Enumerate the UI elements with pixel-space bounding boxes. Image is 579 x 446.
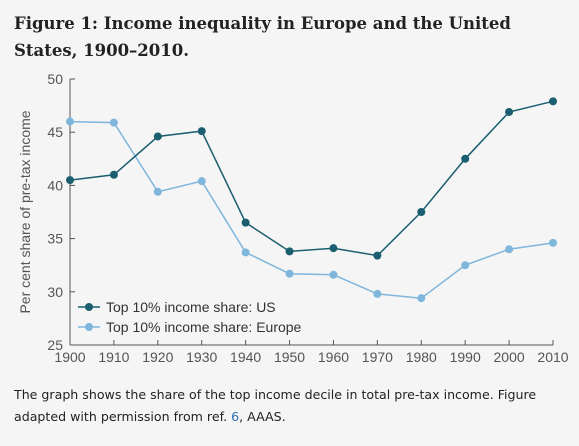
- data-point: [505, 107, 514, 116]
- figure-caption: The graph shows the share of the top inc…: [14, 384, 570, 428]
- x-tick-label: 1920: [142, 349, 173, 365]
- x-tick-label: 2000: [494, 349, 525, 365]
- data-point: [373, 251, 382, 260]
- data-point: [329, 244, 338, 253]
- data-point: [153, 187, 162, 196]
- line-chart: Per cent share of pre-tax income 25 30 35 4…: [17, 71, 569, 365]
- x-tick-label: 1970: [362, 349, 393, 365]
- y-tick-label: 35: [47, 231, 63, 247]
- x-tick-label: 1990: [450, 349, 481, 365]
- data-point: [241, 218, 250, 227]
- y-tick-label: 25: [47, 337, 63, 353]
- data-point: [66, 117, 74, 126]
- axes: 25 30 35 40 45 50 1900 1910 1920 1930 1940 1950 1960…: [47, 71, 568, 365]
- y-tick-label: 40: [47, 177, 63, 193]
- legend-label: Top 10% income share: Europe: [106, 319, 302, 335]
- caption-text-end: , AAAS.: [239, 409, 286, 424]
- data-point: [66, 176, 74, 185]
- x-tick-label: 1940: [230, 349, 261, 365]
- reference-link[interactable]: 6: [231, 409, 240, 424]
- y-tick-label: 30: [47, 284, 63, 300]
- data-point: [285, 269, 294, 278]
- x-tick-label: 1910: [98, 349, 129, 365]
- data-point: [417, 208, 426, 216]
- x-tick-label: 2010: [537, 349, 568, 365]
- x-tick-label: 1980: [406, 349, 437, 365]
- legend: Top 10% income share: US Top 10% income s…: [78, 299, 302, 335]
- series-line-1: [69, 120, 554, 299]
- data-point: [505, 245, 514, 254]
- data-point: [241, 248, 250, 257]
- data-point: [109, 170, 118, 179]
- data-point: [549, 97, 557, 106]
- data-point: [417, 294, 426, 303]
- legend-swatch-marker: [85, 323, 93, 331]
- x-tick-label: 1960: [318, 349, 349, 365]
- series-lines: [69, 100, 554, 299]
- y-tick-label: 45: [47, 124, 63, 140]
- legend-label: Top 10% income share: US: [106, 299, 276, 315]
- series-line-0: [69, 100, 554, 257]
- y-tick-label: 50: [47, 71, 63, 87]
- data-point: [153, 132, 162, 141]
- data-point: [197, 177, 206, 186]
- data-point: [285, 247, 294, 256]
- series-points: [66, 97, 557, 303]
- legend-swatch-marker: [85, 303, 93, 311]
- x-tick-label: 1950: [274, 349, 305, 365]
- data-point: [549, 238, 557, 247]
- data-point: [461, 154, 470, 163]
- data-point: [329, 270, 338, 279]
- x-tick-label: 1930: [186, 349, 217, 365]
- x-tick-label: 1900: [54, 349, 85, 365]
- figure-title: Figure 1: Income inequality in Europe an…: [14, 14, 511, 60]
- data-point: [109, 118, 118, 127]
- data-point: [461, 261, 470, 270]
- data-point: [373, 289, 382, 298]
- y-axis-label: Per cent share of pre-tax income: [17, 110, 33, 313]
- caption-text: The graph shows the share of the top inc…: [14, 387, 537, 424]
- data-point: [197, 127, 206, 136]
